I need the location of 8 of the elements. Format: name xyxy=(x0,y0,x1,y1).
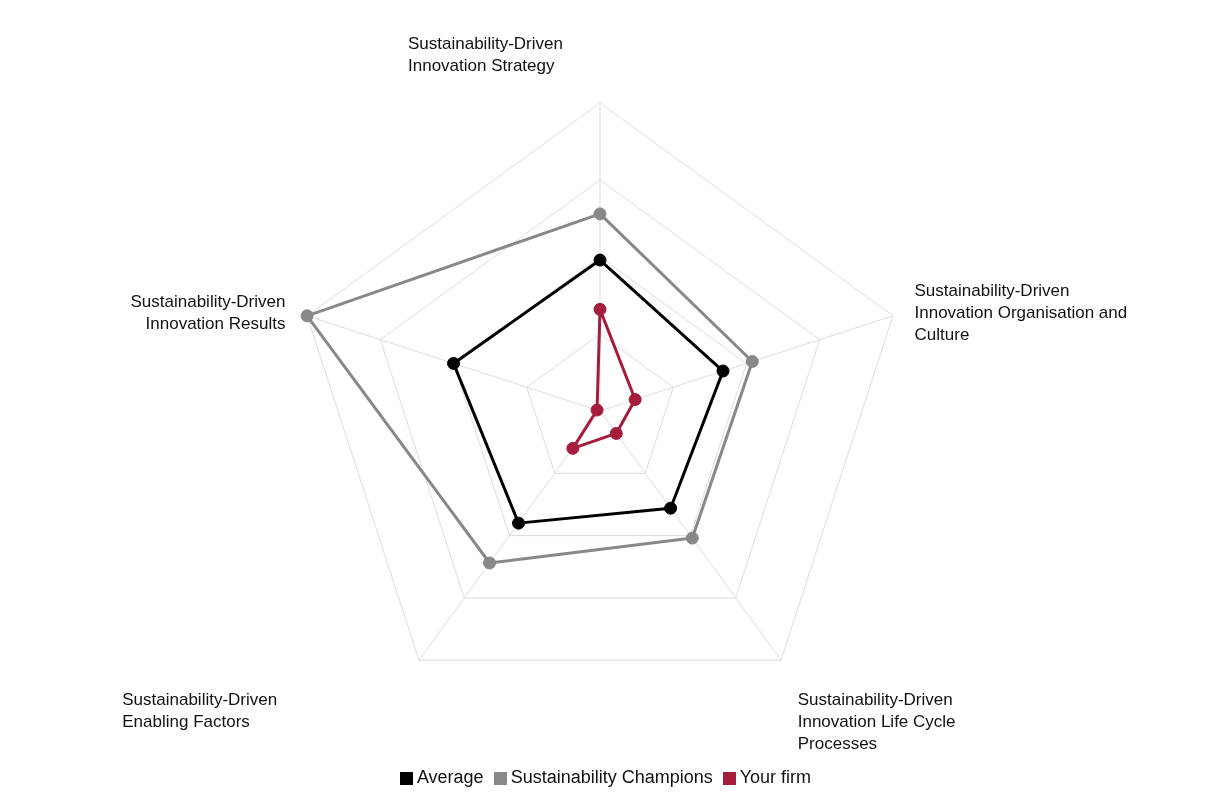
legend-label: Sustainability Champions xyxy=(510,767,713,787)
spoke-label: Sustainability-Driven Innovation Strategy xyxy=(408,34,563,75)
spoke-label: Sustainability-Driven Innovation Results xyxy=(130,292,286,334)
legend-label: Average xyxy=(416,767,484,787)
spoke-label: Sustainability-Driven Innovation Organisation and Culture xyxy=(914,281,1128,345)
spoke-label: Sustainability-Driven Enabling Factors xyxy=(122,689,278,731)
spoke-label: Sustainability-Driven Innovation Life Cycle Processes xyxy=(797,689,956,753)
legend-label: Your firm xyxy=(739,767,812,787)
